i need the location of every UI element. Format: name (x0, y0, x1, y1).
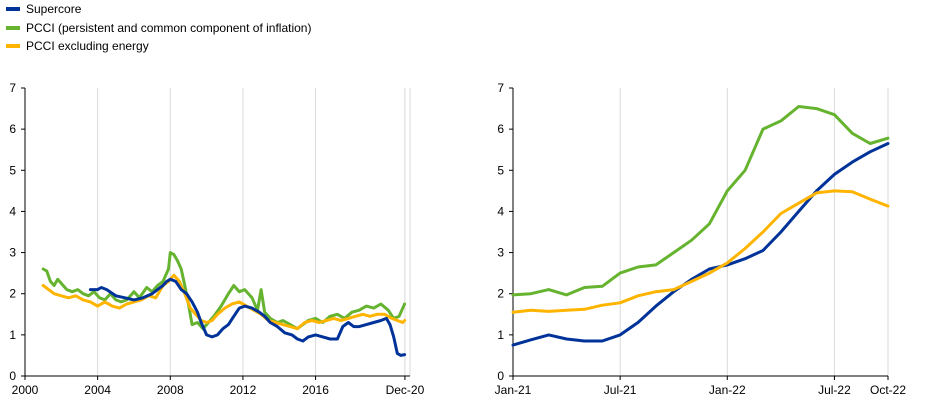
y-tick-label: 5 (9, 163, 16, 177)
y-tick-label: 0 (497, 369, 504, 383)
x-tick-label: 2016 (302, 383, 329, 397)
legend-swatch (6, 25, 20, 30)
y-tick-label: 5 (497, 163, 504, 177)
left-chart: 0 1 2 3 4 5 6 7 2000 2004 2008 2012 2016 Dec-20 (9, 81, 424, 397)
chart-legend: Supercore PCCI (persistent and common com… (6, 0, 311, 56)
x-tick-label: 2012 (230, 383, 257, 397)
y-tick-label: 7 (9, 81, 16, 95)
legend-item: Supercore (6, 0, 311, 19)
legend-item: PCCI excluding energy (6, 37, 311, 56)
x-tick-label: 2004 (84, 383, 111, 397)
y-tick-label: 3 (497, 246, 504, 260)
y-tick-label: 4 (497, 204, 504, 218)
x-tick-label: Dec-20 (386, 383, 425, 397)
x-tick-label: Oct-22 (870, 383, 906, 397)
legend-label: PCCI (persistent and common component of… (26, 20, 312, 35)
pcci-line (511, 105, 890, 297)
x-tick-label: Jul-21 (604, 383, 637, 397)
x-tick-label: Jan-21 (495, 383, 532, 397)
y-tick-label: 7 (497, 81, 504, 95)
supercore-line (511, 142, 890, 347)
legend-swatch (6, 44, 20, 49)
x-tick-label: 2000 (12, 383, 39, 397)
y-tick-label: 1 (9, 328, 16, 342)
y-tick-label: 2 (497, 287, 504, 301)
pcci-ex-energy-line (511, 189, 890, 314)
x-tick-label: Jan-22 (709, 383, 746, 397)
pcci-ex-energy-line (41, 273, 407, 331)
x-tick-label: 2008 (157, 383, 184, 397)
y-tick-label: 6 (497, 122, 504, 136)
right-chart: 0 1 2 3 4 5 6 7 Jan-21 Jul-21 Jan-22 Jul-22 Oct-22 (495, 81, 907, 397)
legend-item: PCCI (persistent and common component of… (6, 19, 311, 38)
y-tick-label: 3 (9, 246, 16, 260)
legend-swatch (6, 7, 20, 12)
legend-label: Supercore (26, 2, 82, 16)
y-tick-label: 2 (9, 287, 16, 301)
y-tick-label: 6 (9, 122, 16, 136)
supercore-line (88, 277, 407, 357)
y-tick-label: 1 (497, 328, 504, 342)
legend-label: PCCI excluding energy (26, 39, 149, 53)
pcci-line (41, 251, 407, 331)
x-tick-label: Jul-22 (818, 383, 851, 397)
y-tick-label: 4 (9, 204, 16, 218)
y-tick-label: 0 (9, 369, 16, 383)
